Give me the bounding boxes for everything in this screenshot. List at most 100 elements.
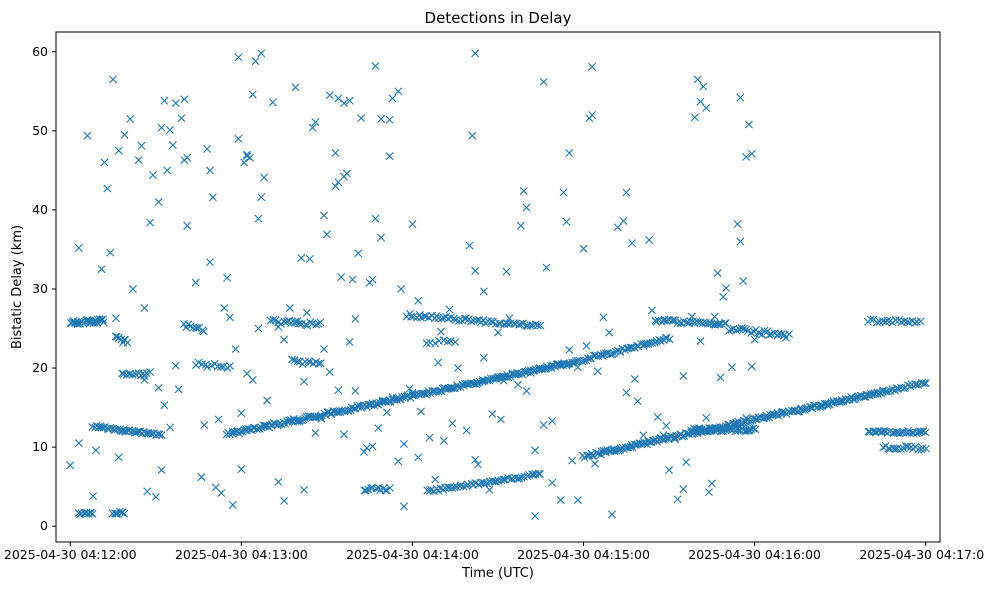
scatter-point bbox=[205, 166, 214, 175]
track-point bbox=[415, 310, 424, 319]
scatter-point bbox=[359, 447, 368, 456]
scatter-point bbox=[148, 171, 157, 180]
scatter-point bbox=[724, 326, 733, 335]
scatter-point bbox=[368, 275, 377, 284]
track-point bbox=[527, 366, 536, 375]
scatter-point bbox=[320, 211, 329, 220]
track-point bbox=[217, 362, 225, 371]
track-point bbox=[434, 387, 443, 396]
scatter-point bbox=[317, 414, 326, 423]
scatter-point bbox=[505, 314, 514, 323]
scatter-point bbox=[710, 312, 719, 321]
scatter-point bbox=[471, 49, 480, 58]
track-point bbox=[669, 316, 678, 325]
scatter-point bbox=[311, 118, 320, 127]
scatter-point bbox=[334, 386, 343, 395]
scatter-point bbox=[126, 114, 135, 123]
track-point bbox=[316, 359, 325, 368]
scatter-point bbox=[562, 217, 571, 226]
scatter-point bbox=[320, 345, 329, 354]
track-point bbox=[439, 313, 448, 322]
track-point bbox=[446, 336, 455, 345]
track-point bbox=[478, 377, 487, 386]
track-point bbox=[594, 449, 603, 458]
scatter-point bbox=[385, 152, 394, 161]
scatter-point bbox=[539, 77, 548, 86]
scatter-point bbox=[208, 193, 217, 202]
track-point bbox=[99, 318, 108, 327]
track-point bbox=[236, 427, 245, 436]
scatter-point bbox=[180, 95, 189, 104]
scatter-point bbox=[568, 456, 577, 465]
scatter-point bbox=[590, 459, 599, 468]
track-point bbox=[921, 428, 930, 437]
scatter-point bbox=[168, 141, 177, 150]
scatter-point bbox=[140, 303, 149, 312]
scatter-point bbox=[630, 375, 639, 384]
x-tick-label: 2025-04-30 04:13:00 bbox=[175, 547, 308, 562]
scatter-point bbox=[405, 384, 414, 393]
scatter-point bbox=[243, 369, 252, 378]
scatter-point bbox=[200, 420, 209, 429]
track-point bbox=[686, 317, 695, 326]
scatter-point bbox=[166, 423, 175, 432]
track-point bbox=[492, 477, 501, 486]
scatter-point bbox=[747, 149, 756, 158]
scatter-point bbox=[522, 203, 531, 212]
scatter-point bbox=[647, 306, 656, 315]
y-tick-label: 30 bbox=[32, 281, 48, 296]
track-point bbox=[896, 444, 905, 453]
scatter-point bbox=[673, 495, 682, 504]
track-point bbox=[889, 429, 898, 438]
scatter-point bbox=[414, 453, 423, 462]
track-point bbox=[751, 425, 760, 434]
x-tick-label: 2025-04-30 04:12:00 bbox=[4, 547, 137, 562]
scatter-point bbox=[454, 364, 463, 373]
track-point bbox=[755, 329, 764, 338]
track-point bbox=[461, 314, 470, 323]
scatter-point bbox=[588, 62, 597, 71]
scatter-point bbox=[613, 346, 622, 355]
scatter-point bbox=[434, 358, 443, 367]
track-point bbox=[580, 356, 589, 365]
scatter-point bbox=[599, 313, 608, 322]
scatter-point bbox=[371, 214, 380, 223]
scatter-point bbox=[342, 169, 351, 178]
scatter-point bbox=[645, 235, 654, 244]
scatter-point bbox=[588, 111, 597, 120]
scatter-point bbox=[302, 308, 311, 317]
scatter-point bbox=[573, 363, 582, 372]
scatter-point bbox=[300, 485, 309, 494]
scatter-point bbox=[340, 99, 349, 108]
scatter-point bbox=[325, 368, 334, 376]
scatter-point bbox=[89, 492, 98, 501]
track-point bbox=[269, 419, 278, 428]
scatter-point bbox=[100, 158, 109, 167]
scatter-point bbox=[254, 324, 263, 333]
scatter-point bbox=[260, 173, 269, 182]
scatter-point bbox=[274, 477, 283, 486]
track-point bbox=[451, 338, 460, 347]
scatter-point bbox=[234, 53, 243, 62]
track-point bbox=[914, 380, 923, 389]
scatter-point bbox=[742, 413, 751, 422]
scatter-point bbox=[659, 431, 668, 440]
scatter-point bbox=[114, 453, 123, 462]
scatter-point bbox=[559, 188, 568, 197]
track-point bbox=[288, 355, 297, 364]
track-point bbox=[749, 424, 758, 433]
scatter-point bbox=[736, 93, 745, 102]
track-point bbox=[777, 330, 786, 339]
scatter-point bbox=[337, 273, 346, 282]
track-point bbox=[916, 317, 925, 326]
track-point bbox=[601, 349, 610, 358]
scatter-point bbox=[297, 254, 306, 263]
scatter-point bbox=[399, 502, 408, 511]
track-point bbox=[651, 435, 660, 444]
scatter-point bbox=[154, 198, 163, 206]
scatter-point bbox=[713, 269, 722, 278]
scatter-point bbox=[160, 96, 169, 105]
track-point bbox=[656, 336, 665, 345]
scatter-point bbox=[254, 214, 263, 223]
